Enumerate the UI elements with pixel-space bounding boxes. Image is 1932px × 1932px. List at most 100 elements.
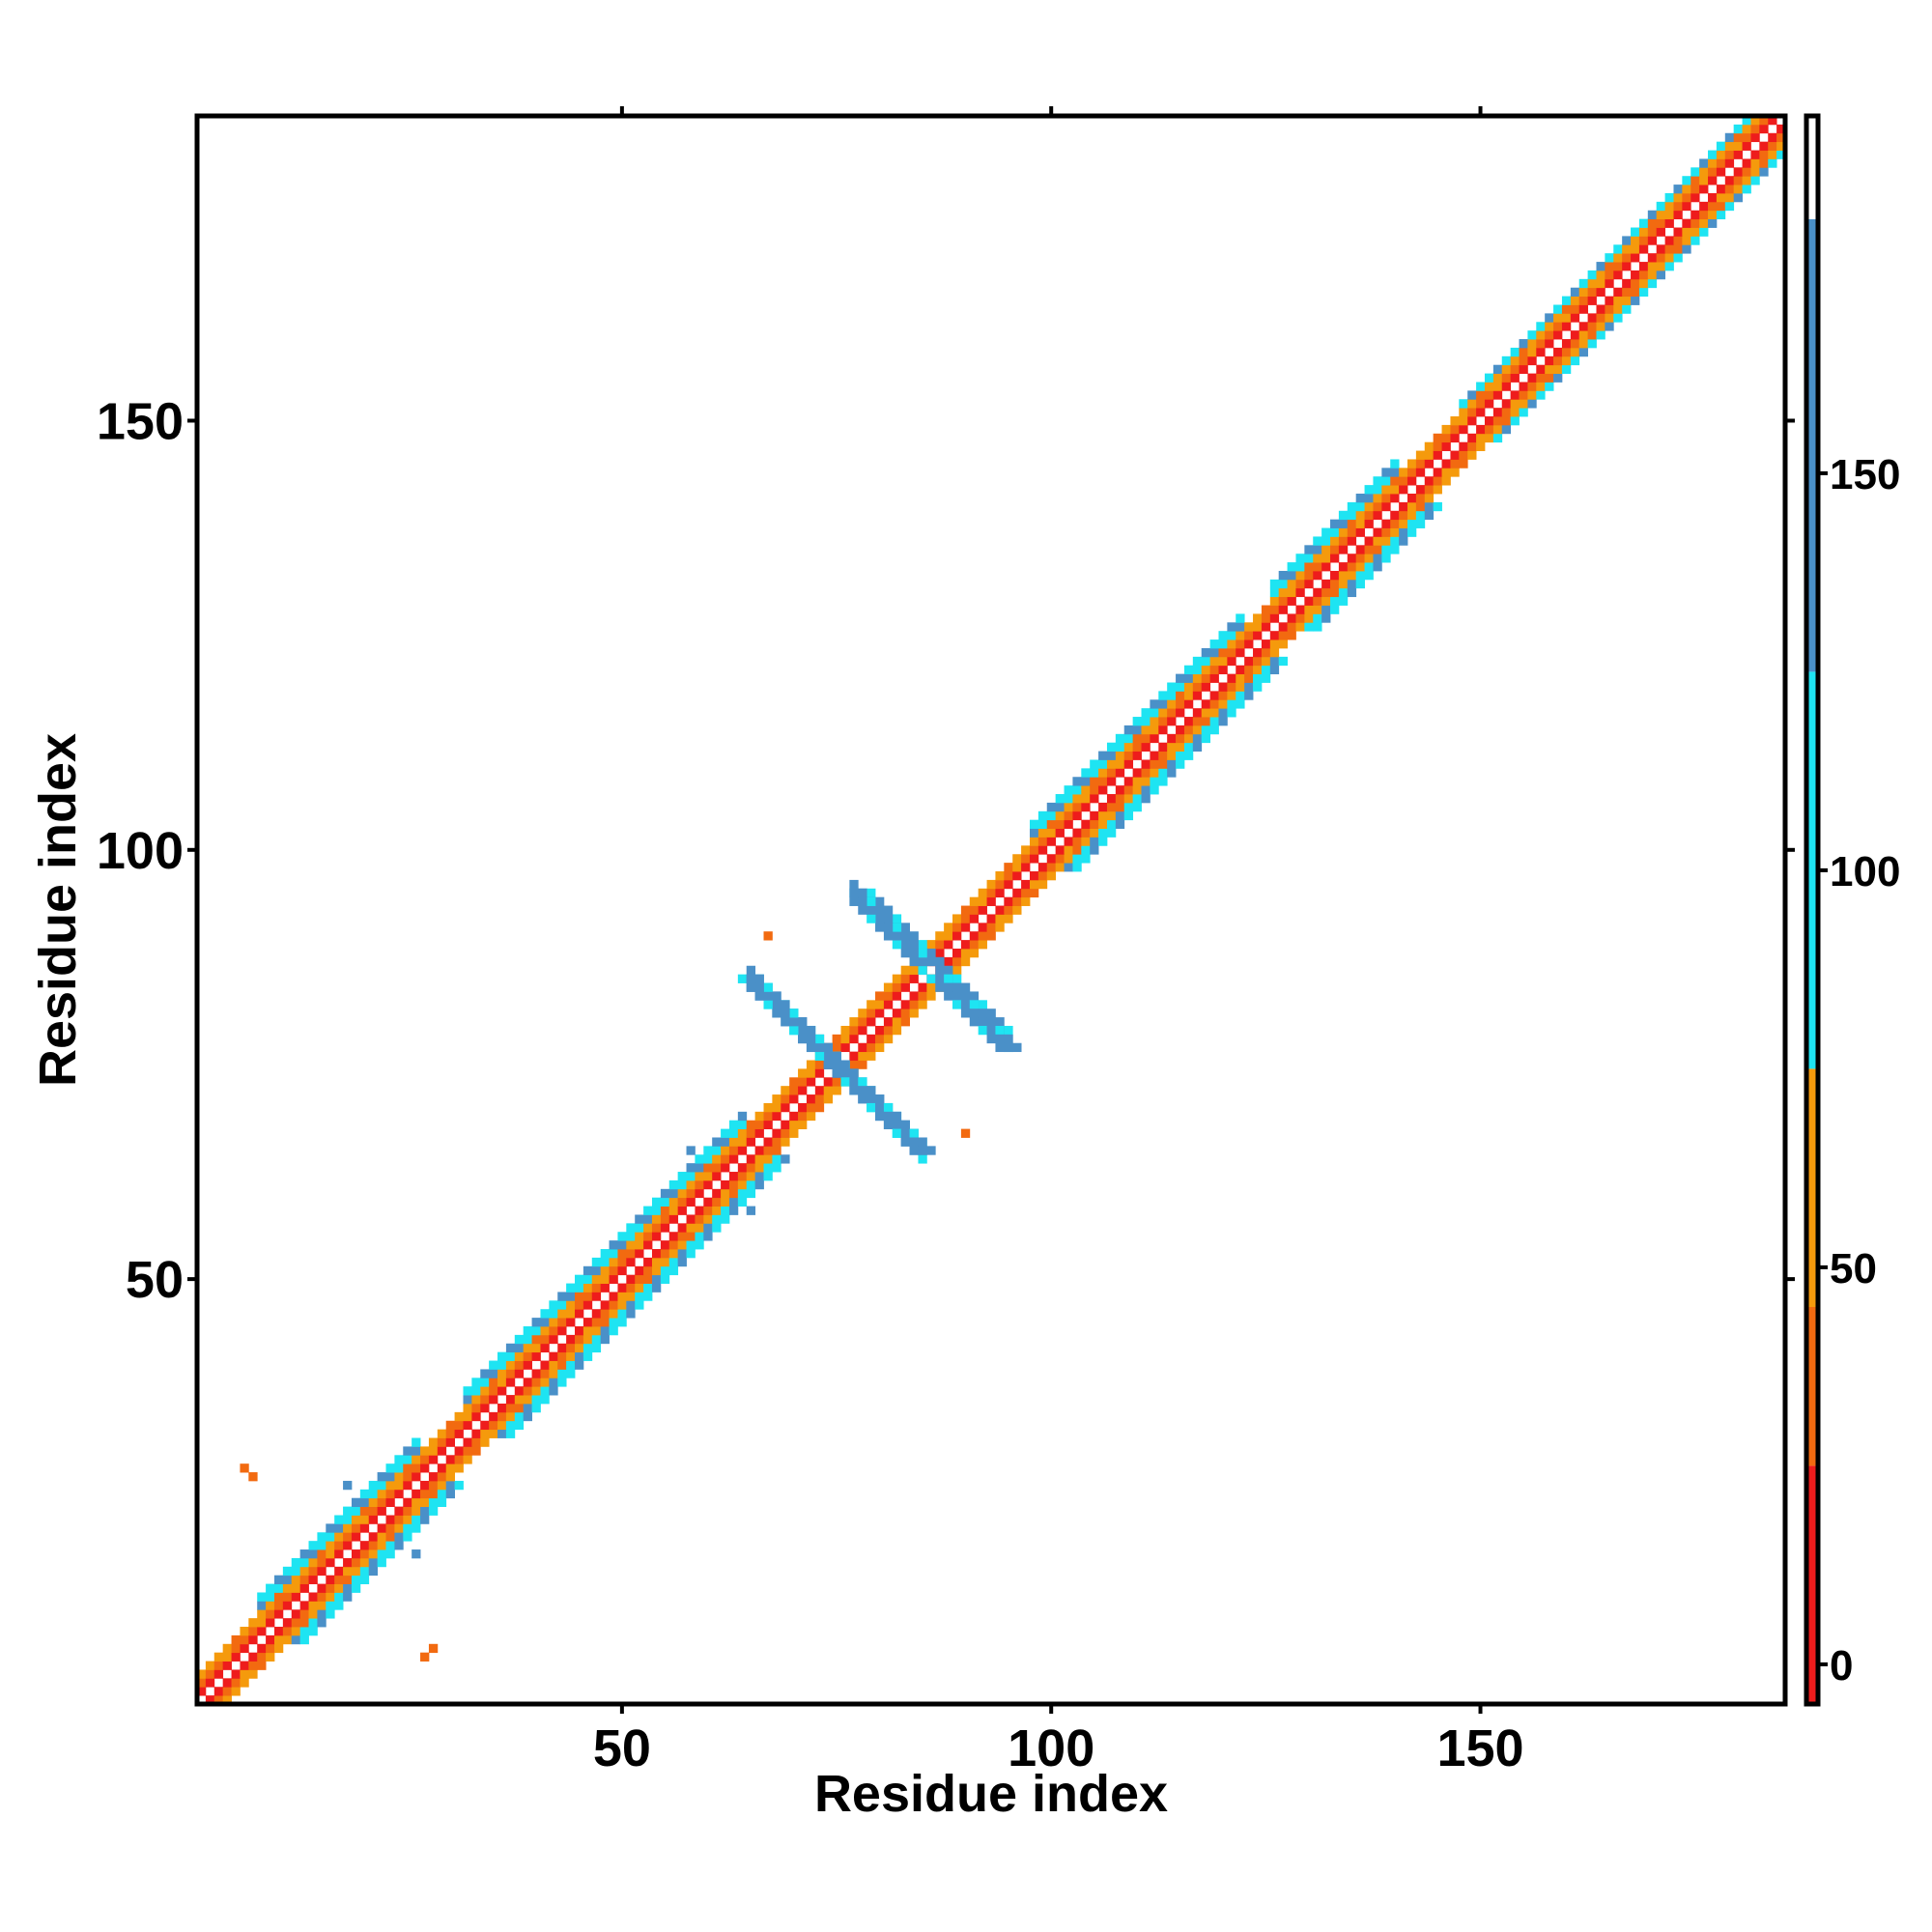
heatmap-cell — [1553, 373, 1563, 383]
heatmap-cell — [960, 940, 971, 950]
heatmap-cell — [557, 1325, 567, 1336]
heatmap-cell — [1227, 656, 1236, 667]
heatmap-cell — [377, 1532, 386, 1542]
heatmap-cell — [1150, 708, 1159, 718]
heatmap-cell — [566, 1300, 576, 1310]
heatmap-cell — [1081, 819, 1091, 829]
heatmap-cell — [918, 1154, 927, 1164]
heatmap-cell — [1501, 364, 1512, 374]
heatmap-cell — [695, 1172, 704, 1181]
heatmap-cell — [763, 1154, 773, 1164]
heatmap-cell — [505, 1369, 516, 1378]
heatmap-cell — [1492, 433, 1503, 443]
heatmap-cell — [978, 940, 987, 950]
heatmap-cell — [351, 1557, 361, 1568]
heatmap-cell — [1433, 441, 1442, 451]
heatmap-cell — [1399, 527, 1408, 537]
heatmap-cell — [1046, 819, 1057, 829]
heatmap-cell — [1278, 639, 1288, 649]
heatmap-cell — [909, 991, 919, 1001]
heatmap-cell — [420, 1455, 430, 1464]
heatmap-cell — [746, 1163, 756, 1173]
heatmap-cell — [814, 1086, 825, 1095]
heatmap-cell — [549, 1351, 558, 1361]
heatmap-cell — [471, 1411, 481, 1422]
heatmap-cell — [1733, 132, 1743, 143]
heatmap-cell — [1578, 330, 1589, 340]
heatmap-cell — [445, 1420, 455, 1431]
heatmap-cell — [823, 1060, 833, 1069]
heatmap-cell — [1656, 244, 1665, 254]
heatmap-cell — [1355, 554, 1365, 563]
heatmap-cell — [635, 1232, 644, 1241]
heatmap-cell — [781, 1000, 790, 1009]
heatmap-cell — [1476, 433, 1486, 443]
heatmap-cell — [728, 1172, 739, 1181]
heatmap-cell — [317, 1583, 327, 1593]
heatmap-cell — [403, 1506, 412, 1516]
y-tick-label: 100 — [97, 822, 184, 880]
plot-frame — [194, 113, 1788, 1707]
heatmap-cell — [849, 1060, 859, 1069]
heatmap-cell — [299, 1549, 309, 1559]
heatmap-cell — [575, 1360, 584, 1370]
heatmap-cell — [1261, 673, 1271, 683]
heatmap-cell — [1638, 262, 1649, 271]
heatmap-cell — [617, 1318, 627, 1327]
heatmap-cell — [1158, 759, 1168, 769]
heatmap-cell — [1519, 347, 1528, 357]
heatmap-cell — [454, 1420, 464, 1431]
heatmap-cell — [1631, 270, 1640, 280]
heatmap-cell — [326, 1575, 335, 1584]
heatmap-cell — [643, 1214, 653, 1224]
colorbar-tick-label: 100 — [1830, 848, 1900, 895]
heatmap-cell — [686, 1188, 696, 1199]
heatmap-cell — [1209, 691, 1219, 700]
heatmap-cell — [892, 1111, 902, 1122]
heatmap-cell — [1716, 210, 1726, 220]
heatmap-cell — [1321, 562, 1331, 572]
heatmap-cell — [1501, 373, 1512, 383]
heatmap-cell — [531, 1386, 541, 1396]
heatmap-cell — [1381, 501, 1391, 512]
heatmap-cell — [1638, 270, 1649, 280]
heatmap-cell — [695, 1214, 704, 1224]
heatmap-cell — [926, 982, 936, 992]
heatmap-cell — [1656, 227, 1665, 237]
heatmap-cell — [1433, 501, 1442, 512]
heatmap-cell — [703, 1154, 713, 1164]
heatmap-cell — [626, 1257, 636, 1267]
heatmap-cell — [403, 1515, 412, 1524]
heatmap-cell — [900, 1000, 910, 1009]
heatmap-cell — [1750, 158, 1760, 168]
heatmap-cell — [1012, 896, 1022, 906]
heatmap-cell — [1192, 708, 1203, 718]
heatmap-cell — [737, 1128, 748, 1138]
heatmap-cell — [660, 1214, 670, 1224]
heatmap-cell — [918, 991, 927, 1001]
heatmap-cell — [1347, 519, 1357, 528]
heatmap-cell — [273, 1634, 284, 1645]
heatmap-cell — [1682, 236, 1691, 245]
heatmap-cell — [728, 1206, 739, 1215]
heatmap-cell — [1218, 708, 1228, 718]
heatmap-cell — [334, 1532, 344, 1542]
heatmap-cell — [497, 1369, 507, 1378]
heatmap-cell — [1150, 751, 1159, 760]
heatmap-cell — [1673, 192, 1683, 203]
heatmap-cell — [892, 1017, 902, 1027]
heatmap-cell — [1390, 468, 1400, 477]
heatmap-cell — [1209, 656, 1219, 667]
heatmap-cell — [1373, 476, 1382, 486]
heatmap-cell — [205, 1678, 215, 1688]
heatmap-cell — [867, 1009, 876, 1018]
heatmap-cell — [1631, 236, 1640, 245]
heatmap-cell — [763, 1102, 773, 1113]
heatmap-cell — [1459, 408, 1468, 417]
heatmap-cell — [1183, 699, 1194, 709]
heatmap-cell — [1364, 519, 1374, 528]
heatmap-cell — [772, 1154, 781, 1164]
heatmap-cell — [1776, 124, 1786, 134]
heatmap-cell — [703, 1197, 713, 1207]
